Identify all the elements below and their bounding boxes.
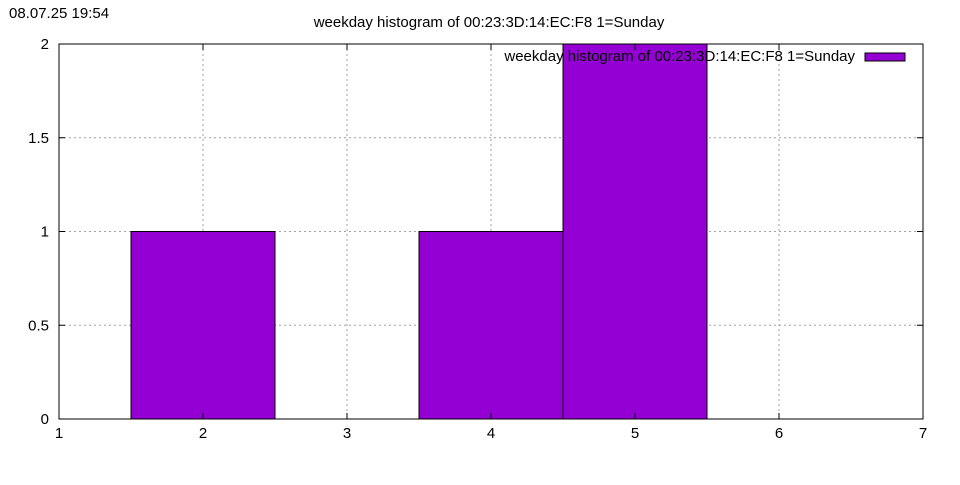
- y-tick-label: 1.5: [28, 130, 49, 147]
- tick-layer: 1 2 3 4 5 6 7 0 0.5 1 1.5 2: [28, 36, 927, 442]
- bar-layer: [130, 43, 708, 420]
- y-tick-label: 1: [41, 224, 49, 241]
- x-tick-label: 4: [487, 425, 495, 442]
- timestamp: 08.07.25 19:54: [9, 5, 109, 22]
- x-tick-label: 3: [343, 425, 351, 442]
- x-tick-label: 5: [631, 425, 639, 442]
- legend-swatch: [864, 52, 906, 62]
- y-tick-label: 2: [41, 36, 49, 53]
- chart-title: weekday histogram of 00:23:3D:14:EC:F8 1…: [313, 14, 665, 31]
- y-tick-label: 0.5: [28, 317, 49, 334]
- x-tick-label: 7: [919, 425, 927, 442]
- x-tick-label: 6: [775, 425, 783, 442]
- histogram-bar-2: [130, 231, 276, 420]
- histogram-bar-5: [562, 43, 708, 420]
- x-tick-label: 1: [55, 425, 63, 442]
- y-tick-label: 0: [41, 411, 49, 428]
- legend-label: weekday histogram of 00:23:3D:14:EC:F8 1…: [503, 48, 855, 65]
- histogram-bar-4: [418, 231, 564, 420]
- legend: weekday histogram of 00:23:3D:14:EC:F8 1…: [503, 48, 906, 65]
- x-tick-label: 2: [199, 425, 207, 442]
